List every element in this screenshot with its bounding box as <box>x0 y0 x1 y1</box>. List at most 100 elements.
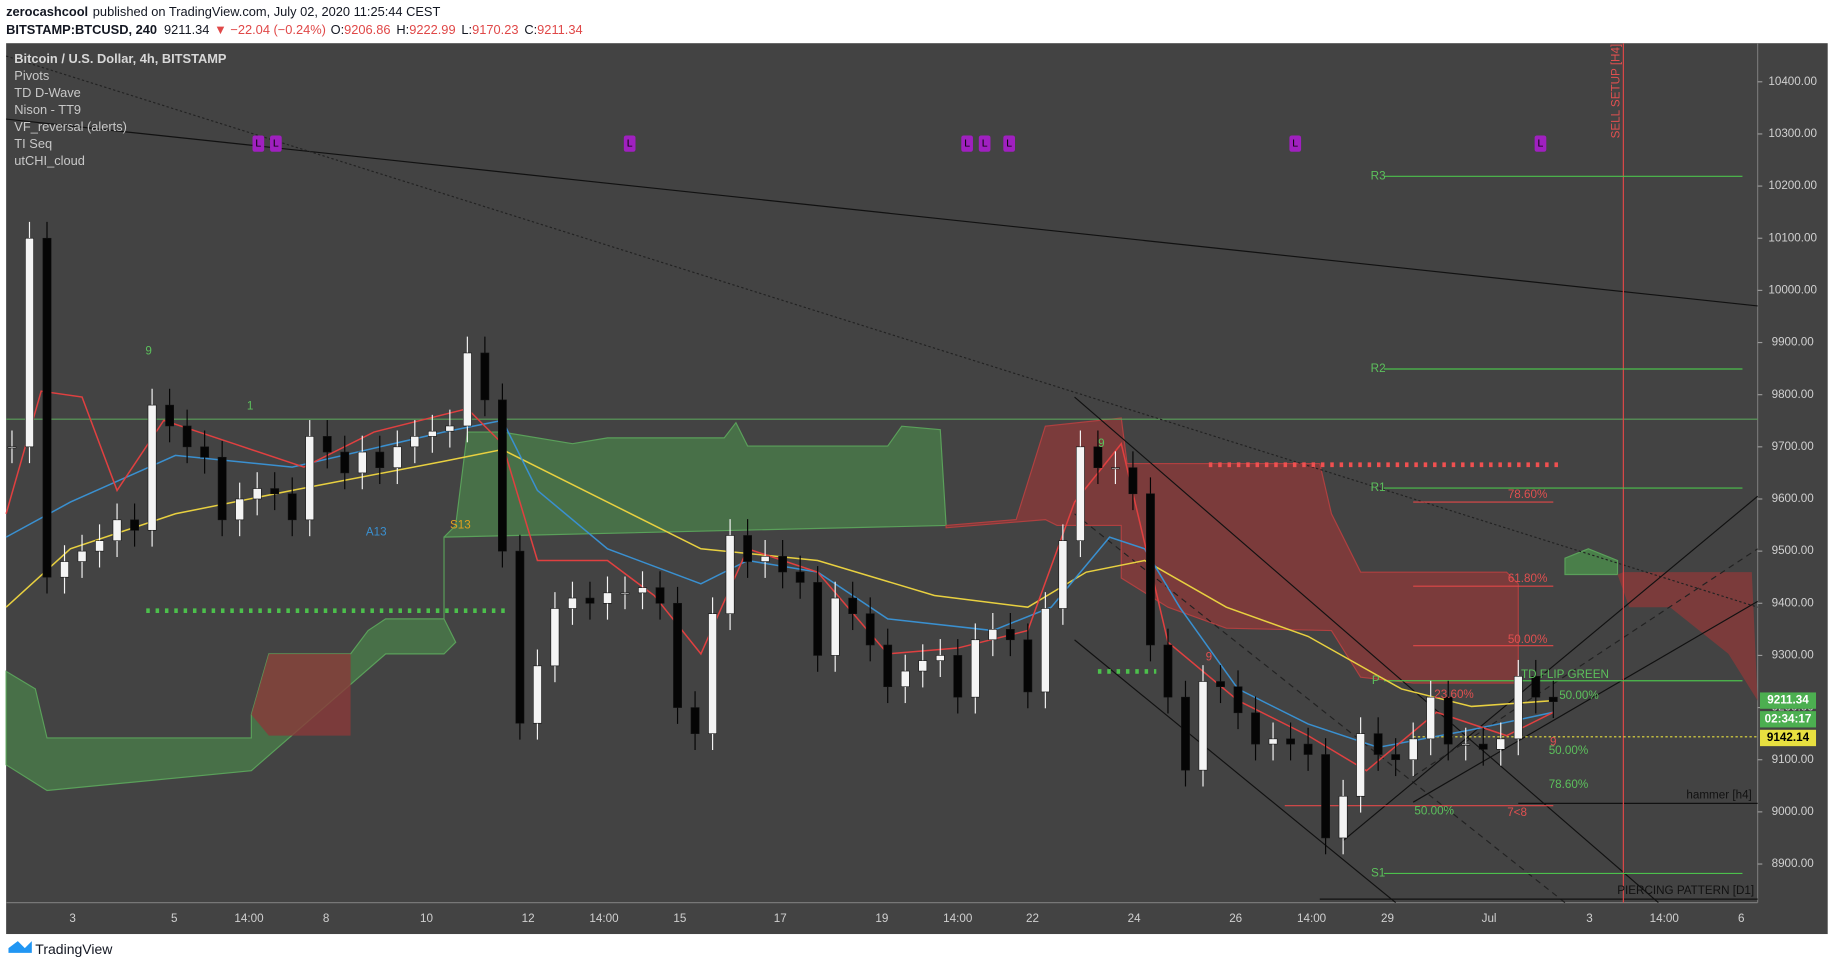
header-text: published on TradingView.com, July 02, 2… <box>93 4 441 19</box>
candle-body <box>778 556 788 573</box>
candle-body <box>743 535 752 562</box>
y-tick-label: 9400.00 <box>1772 596 1815 609</box>
candle-body <box>515 550 525 724</box>
candle-body <box>1268 738 1278 745</box>
channel-line <box>1342 495 1759 842</box>
annotation: hammer [h4] <box>1686 788 1751 801</box>
header-text: zerocashcool <box>6 4 88 19</box>
y-tick-label: 10000.00 <box>1768 283 1817 296</box>
candle-body <box>147 404 157 531</box>
candle-body <box>1216 681 1225 688</box>
candle-body <box>1040 608 1050 693</box>
annotation: 1 <box>247 399 253 412</box>
annotation: 61.80% <box>1508 572 1548 585</box>
candle-body <box>1163 644 1173 698</box>
candle-body <box>1181 696 1190 771</box>
price-badge <box>1759 711 1817 728</box>
x-tick-label: 14:00 <box>589 912 619 925</box>
legend-item: VF_reversal (alerts) <box>14 119 127 134</box>
signal-badge <box>1003 135 1016 152</box>
moving-average <box>5 390 1554 772</box>
signal-badge <box>1534 135 1547 152</box>
signal-badge-text: L <box>964 137 970 149</box>
y-tick-label: 10200.00 <box>1768 179 1817 192</box>
annotation: S1 <box>1371 866 1385 879</box>
candle-body <box>1321 754 1330 839</box>
header-text: 9211.34 <box>537 22 582 37</box>
header-text: L: <box>461 22 472 37</box>
candles <box>7 221 1558 855</box>
candle-body <box>533 665 542 724</box>
header-text: 9170.23 <box>472 22 518 37</box>
y-tick-label: 9300.00 <box>1772 649 1815 662</box>
signal-badge-text: L <box>627 137 633 149</box>
x-tick-label: 3 <box>1586 912 1592 925</box>
candle-body <box>1005 629 1015 641</box>
candle-body <box>498 399 507 552</box>
candle-body <box>7 446 17 449</box>
x-tick-label: Jul <box>1482 912 1497 925</box>
candle-body <box>25 237 34 448</box>
candle-body <box>1496 738 1506 750</box>
candle-body <box>953 655 963 698</box>
candle-body <box>1303 743 1313 755</box>
candle-body <box>77 550 87 562</box>
annotation: 50.00% <box>1559 689 1599 702</box>
candle-body <box>1513 675 1523 740</box>
candle-body <box>918 660 928 672</box>
candle-body <box>900 670 910 688</box>
candle-body <box>1128 467 1138 495</box>
candle-body <box>865 613 875 646</box>
candle-body <box>165 404 174 427</box>
candle-body <box>1286 738 1295 745</box>
annotation: 7<8 <box>1507 806 1527 819</box>
candle-body <box>1146 493 1155 646</box>
x-tick-label: 6 <box>1738 912 1744 925</box>
annotation: 9 <box>1098 437 1104 450</box>
candle-body <box>112 519 122 541</box>
signal-badge <box>1289 135 1302 152</box>
candle-body <box>427 430 437 437</box>
x-tick-label: 17 <box>774 912 787 925</box>
x-tick-label: 19 <box>875 912 888 925</box>
candle-body <box>760 556 770 562</box>
candle-body <box>1233 686 1243 714</box>
candle-body <box>60 561 69 578</box>
x-tick-label: 14:00 <box>943 912 973 925</box>
signal-badge <box>623 135 636 152</box>
y-tick-label: 9700.00 <box>1772 440 1815 453</box>
candle-body <box>1251 712 1260 745</box>
candle-body <box>1531 675 1541 698</box>
y-tick-label: 9000.00 <box>1772 805 1815 818</box>
annotation: 9 <box>145 345 151 358</box>
candle-body <box>655 587 665 604</box>
signal-badge <box>270 135 282 152</box>
annotation: 78.60% <box>1549 778 1589 791</box>
header-text: 9206.86 <box>344 22 390 37</box>
signal-badge-text: L <box>255 137 261 149</box>
x-tick-label: 3 <box>69 912 75 925</box>
header-text: H: <box>396 22 409 37</box>
candle-body <box>462 352 472 427</box>
moving-average <box>5 448 1554 708</box>
channel-line <box>1412 548 1758 777</box>
candle-body <box>95 540 104 552</box>
cloud-red <box>251 653 351 736</box>
candle-body <box>848 597 858 614</box>
tradingview-logo <box>8 941 32 953</box>
candle-body <box>883 644 893 688</box>
candle-body <box>1058 540 1068 609</box>
candle-body <box>322 436 332 453</box>
legend-item: Pivots <box>14 68 49 83</box>
y-tick-label: 9900.00 <box>1772 336 1815 349</box>
y-tick-label: 9600.00 <box>1772 492 1815 505</box>
annotation: P <box>1372 674 1380 687</box>
candle-body <box>1093 446 1103 468</box>
candle-body <box>1373 733 1383 755</box>
candle-body <box>690 707 700 734</box>
candle-body <box>480 352 490 401</box>
signal-badge-text: L <box>1538 137 1544 149</box>
candle-body <box>795 571 805 583</box>
header-bg <box>0 0 1828 44</box>
